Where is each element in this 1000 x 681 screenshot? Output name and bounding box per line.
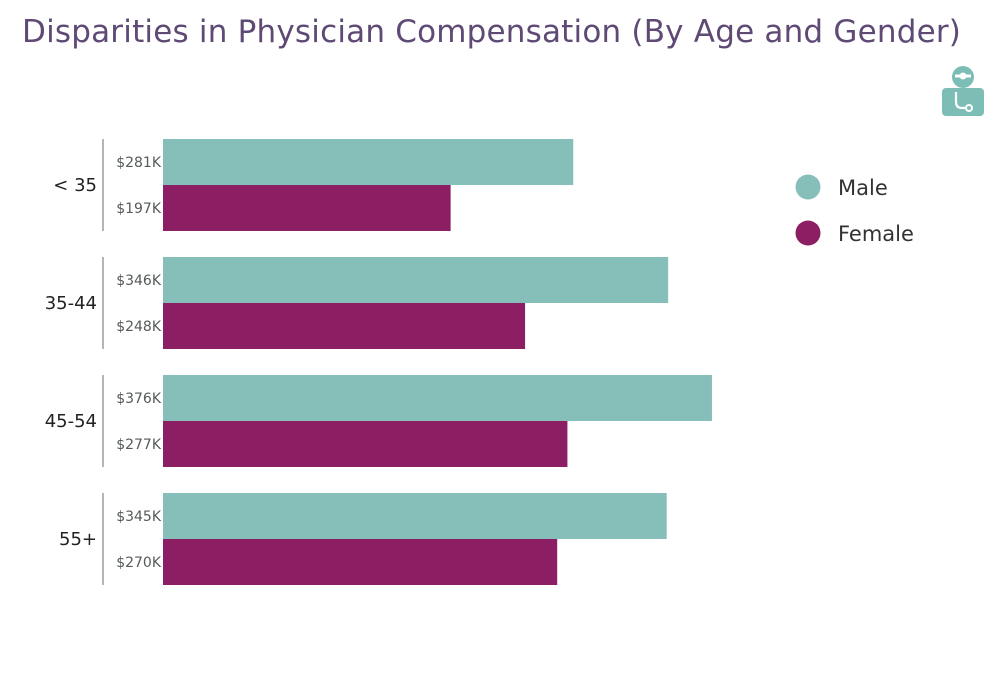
value-label: $248K xyxy=(116,319,162,335)
bar-female xyxy=(163,303,526,349)
bar-female xyxy=(163,539,558,585)
category-label: < 35 xyxy=(53,175,97,196)
value-label: $197K xyxy=(116,201,162,217)
value-label: $346K xyxy=(116,273,162,289)
bar-male xyxy=(163,493,667,539)
value-label: $376K xyxy=(116,391,162,407)
doctor-stethoscope-icon xyxy=(942,66,984,116)
bar-male xyxy=(163,257,669,303)
value-label: $277K xyxy=(116,437,162,453)
bar-male xyxy=(163,375,712,421)
legend-swatch-male xyxy=(795,174,821,200)
value-label: $345K xyxy=(116,509,162,525)
value-label: $281K xyxy=(116,155,162,171)
legend-swatch-female xyxy=(795,220,821,246)
legend-label-male: Male xyxy=(838,176,888,200)
bar-female xyxy=(163,421,568,467)
value-label: $270K xyxy=(116,555,162,571)
bar-female xyxy=(163,185,451,231)
bar-male xyxy=(163,139,574,185)
chart-title: Disparities in Physician Compensation (B… xyxy=(22,14,962,50)
category-label: 55+ xyxy=(59,529,97,550)
category-label: 45-54 xyxy=(45,411,97,432)
category-label: 35-44 xyxy=(45,293,97,314)
legend-label-female: Female xyxy=(838,222,914,246)
